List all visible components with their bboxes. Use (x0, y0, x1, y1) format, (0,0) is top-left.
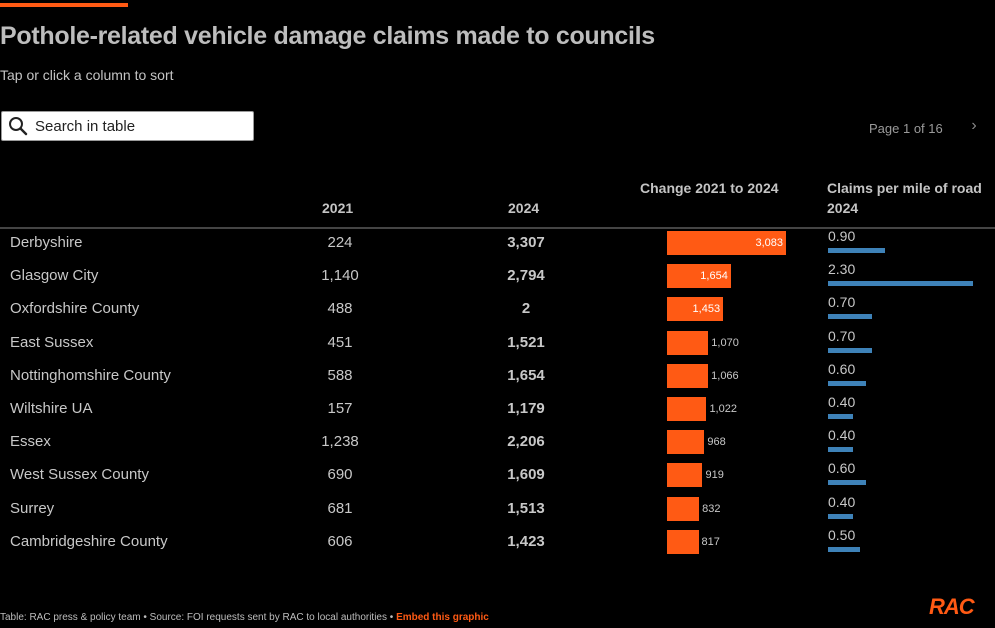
claims-per-mile-value: 0.60 (828, 460, 856, 477)
cell-2021: 690 (327, 466, 353, 484)
cell-council-name: Glasgow City (10, 267, 99, 285)
search-box[interactable] (1, 111, 254, 141)
change-bar (667, 297, 724, 322)
change-bar-label: 919 (705, 469, 724, 482)
claims-per-mile-value: 0.40 (828, 394, 856, 410)
change-bar (667, 496, 700, 521)
change-bar (667, 330, 709, 355)
claims-per-mile-value: 2.30 (828, 261, 856, 278)
cell-2021: 451 (327, 333, 353, 351)
change-bar (667, 264, 731, 289)
change-bar-label: 1,453 (692, 303, 721, 316)
change-bar (667, 231, 786, 255)
table-row: Derbyshire 224 3,307 3,083 0.90 (0, 228, 995, 261)
change-bar-label: 968 (707, 436, 726, 449)
cell-council-name: West Sussex County (10, 466, 149, 484)
change-bar-label: 1,070 (711, 336, 739, 349)
change-bar (667, 529, 699, 554)
table-row: Glasgow City 1,140 2,794 1,654 2.30 (0, 261, 995, 294)
cell-2021: 681 (327, 499, 353, 517)
cell-council-name: Cambridgeshire County (10, 532, 168, 550)
table-row: Cambridgeshire County 606 1,423 817 0.50 (0, 527, 995, 560)
claims-per-mile-bar (828, 546, 860, 552)
claims-per-mile-value: 0.40 (828, 493, 856, 510)
claims-per-mile-bar (828, 447, 854, 453)
cell-2021: 1,238 (321, 433, 359, 451)
change-bar-label: 1,066 (711, 369, 739, 382)
search-icon (9, 117, 28, 136)
cell-2021: 224 (327, 234, 353, 251)
change-bar (667, 463, 703, 488)
cell-2021: 588 (327, 366, 353, 384)
chevron-right-icon[interactable]: › (971, 117, 977, 134)
cell-council-name: Wiltshire UA (10, 400, 93, 417)
claims-per-mile-bar (828, 414, 854, 419)
page-title: Pothole-related vehicle damage claims ma… (0, 22, 655, 50)
column-header-claims-per-mile[interactable]: Claims per mile of road 2024 (827, 180, 982, 216)
claims-per-mile-bar (828, 347, 873, 353)
cell-2024: 2,794 (507, 267, 545, 285)
cell-2021: 1,140 (321, 267, 359, 285)
cell-2024: 2,206 (507, 433, 545, 451)
change-bar-label: 832 (702, 502, 721, 515)
column-header-2024[interactable]: 2024 (508, 200, 540, 216)
embed-link[interactable]: Embed this graphic (396, 612, 489, 623)
cell-council-name: Essex (10, 433, 51, 451)
table-row: Oxfordshire County 488 2 1,453 0.70 (0, 294, 995, 327)
change-bar (667, 430, 705, 455)
claims-per-mile-bar (828, 281, 973, 287)
change-bar-label: 1,654 (700, 270, 728, 283)
footer: Table: RAC press & policy team • Source:… (0, 612, 489, 623)
claims-per-mile-bar (828, 380, 866, 386)
claims-per-mile-value: 0.40 (828, 427, 856, 444)
cell-2024: 1,423 (507, 532, 545, 550)
header-divider (0, 227, 995, 229)
change-bar-label: 1,022 (709, 403, 737, 415)
accent-bar (0, 3, 128, 7)
cell-2024: 1,513 (507, 499, 545, 517)
claims-per-mile-value: 0.60 (828, 360, 856, 377)
change-bar (667, 397, 707, 421)
cell-2021: 157 (327, 400, 353, 417)
table-row: Essex 1,238 2,206 968 0.40 (0, 427, 995, 460)
column-header-change[interactable]: Change 2021 to 2024 (640, 180, 779, 196)
rac-logo: RAC (929, 594, 975, 619)
cell-council-name: Nottinghomshire County (10, 366, 171, 384)
column-header-2021[interactable]: 2021 (322, 200, 354, 216)
change-bar-label: 3,083 (755, 237, 783, 249)
sort-hint: Tap or click a column to sort (0, 67, 174, 83)
cell-2024: 1,179 (507, 400, 545, 417)
claims-per-mile-value: 0.70 (828, 327, 856, 344)
cell-2024: 1,609 (507, 466, 545, 484)
claims-per-mile-bar (828, 248, 885, 253)
change-bar-label: 817 (701, 535, 720, 548)
table-row: East Sussex 451 1,521 1,070 0.70 (0, 328, 995, 361)
table-row: Nottinghomshire County 588 1,654 1,066 0.60 (0, 361, 995, 394)
table-row: Wiltshire UA 157 1,179 1,022 0.40 (0, 394, 995, 427)
cell-2024: 2 (521, 300, 531, 318)
footer-source: Table: RAC press & policy team • Source:… (0, 612, 397, 623)
cell-council-name: Surrey (10, 499, 55, 517)
cell-council-name: Oxfordshire County (10, 300, 140, 318)
search-input[interactable] (35, 117, 235, 135)
cell-council-name: East Sussex (10, 333, 94, 351)
table-row: West Sussex County 690 1,609 919 0.60 (0, 460, 995, 493)
claims-per-mile-bar (828, 314, 873, 320)
claims-per-mile-value: 0.70 (828, 294, 856, 311)
claims-per-mile-value: 0.90 (828, 228, 856, 244)
pager-label: Page 1 of 16 (869, 121, 943, 136)
cell-2021: 488 (327, 300, 353, 318)
claims-per-mile-bar (828, 480, 866, 486)
claims-per-mile-value: 0.50 (828, 526, 856, 543)
cell-2024: 1,521 (507, 333, 545, 351)
cell-council-name: Derbyshire (10, 234, 83, 251)
cell-2021: 606 (327, 532, 353, 550)
claims-per-mile-bar (828, 513, 854, 519)
table-row: Surrey 681 1,513 832 0.40 (0, 494, 995, 527)
change-bar (667, 363, 709, 388)
cell-2024: 1,654 (507, 366, 545, 384)
cell-2024: 3,307 (507, 234, 545, 251)
